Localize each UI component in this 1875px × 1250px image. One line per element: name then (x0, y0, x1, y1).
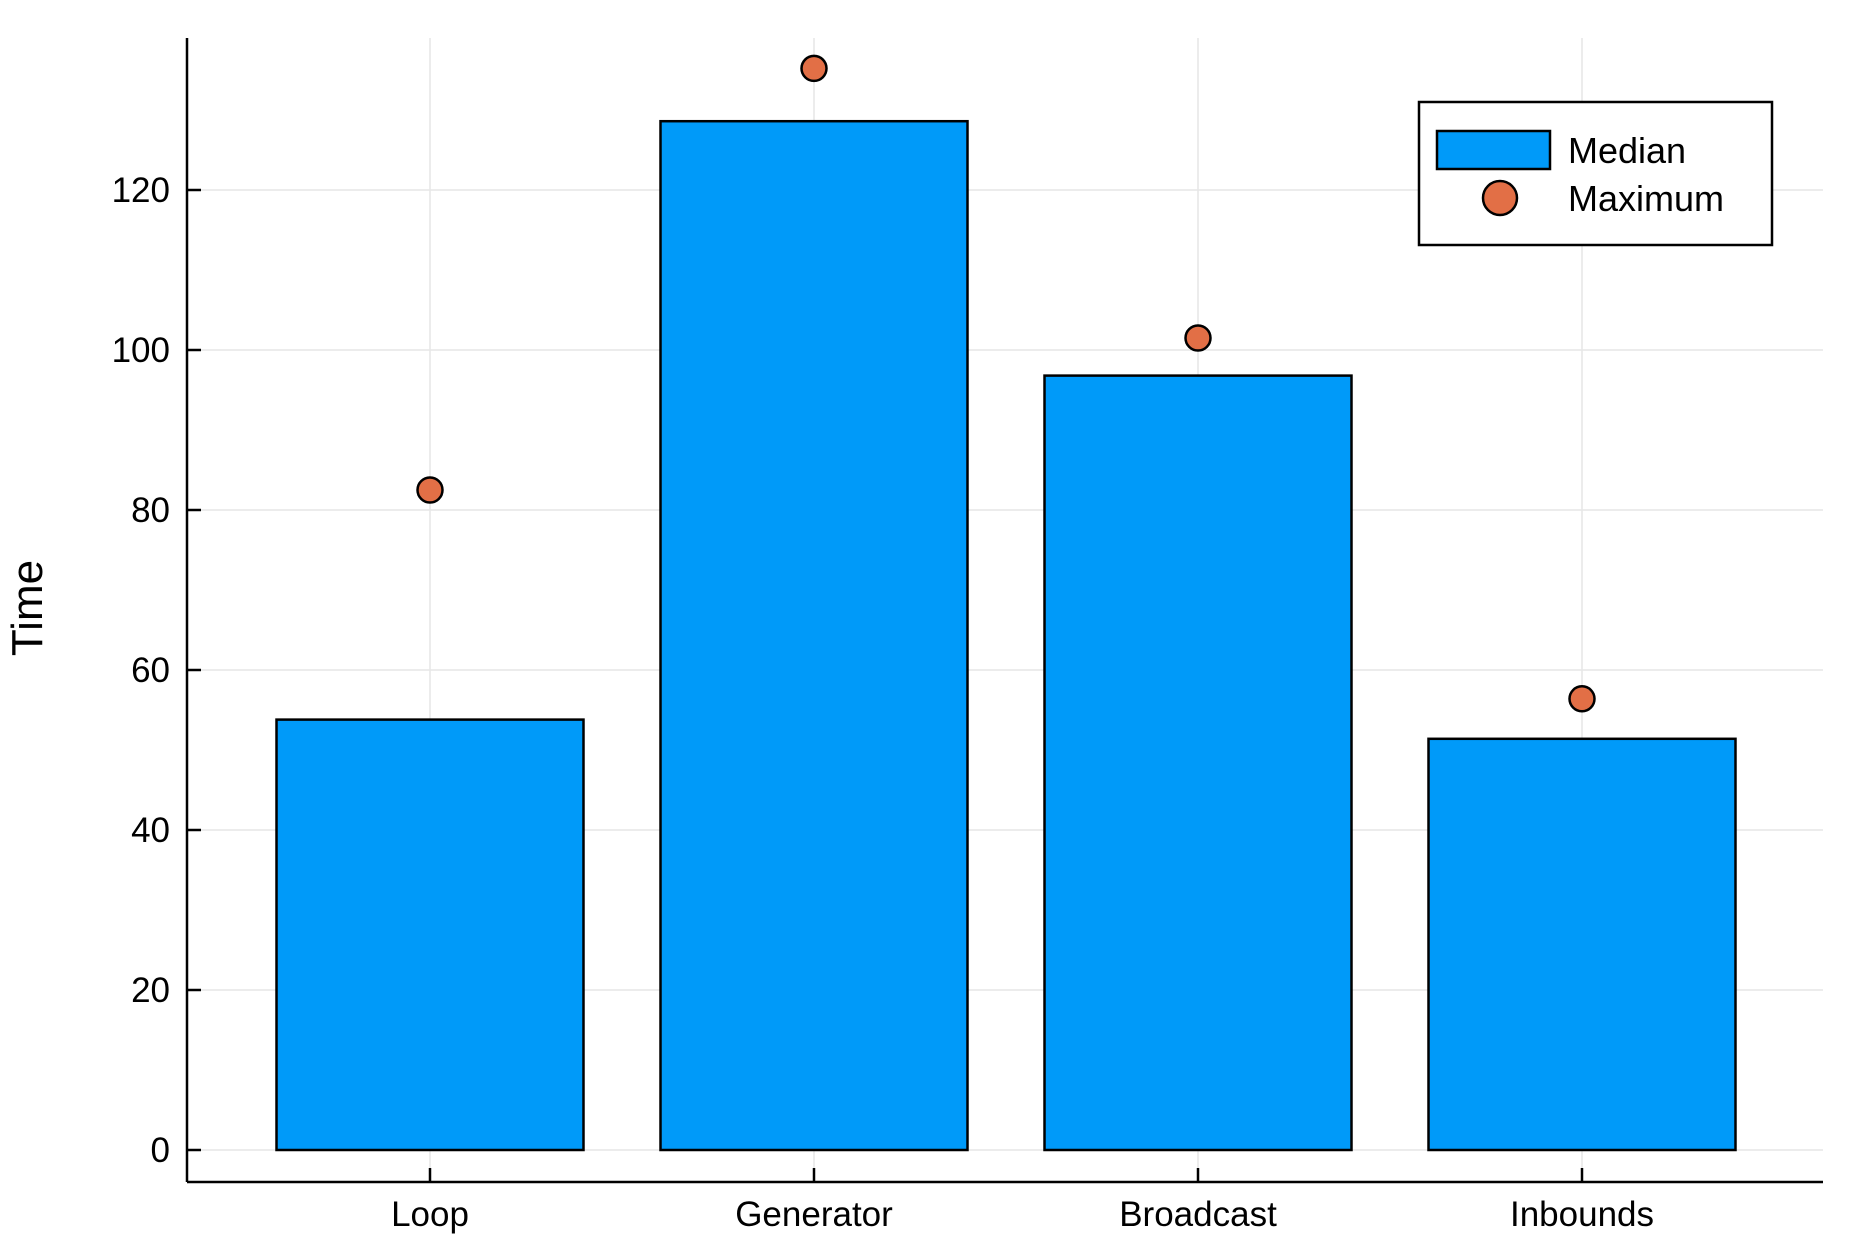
bar-loop (275, 718, 585, 1152)
y-tick-label-40: 40 (131, 811, 170, 850)
point-max-broadcast (1184, 324, 1212, 352)
legend: Median Maximum (1417, 100, 1774, 247)
x-tick-label-loop: Loop (391, 1195, 469, 1234)
y-tick-label-120: 120 (112, 171, 170, 210)
y-axis-label: Time (3, 560, 52, 656)
legend-median-label: Median (1568, 130, 1686, 171)
x-tick-labels: Loop Generator Broadcast Inbounds (391, 1168, 1654, 1234)
legend-maximum-marker (1481, 179, 1519, 217)
maximum-points (416, 54, 1596, 713)
bar-broadcast (1043, 374, 1353, 1152)
x-tick-label-generator: Generator (735, 1195, 893, 1234)
legend-box (1417, 100, 1774, 247)
legend-median-swatch (1435, 129, 1552, 171)
legend-maximum-label: Maximum (1568, 178, 1724, 219)
x-tick-label-inbounds: Inbounds (1510, 1195, 1654, 1234)
y-tick-label-20: 20 (131, 971, 170, 1010)
y-tick-label-100: 100 (112, 331, 170, 370)
point-max-inbounds (1568, 685, 1596, 713)
y-tick-label-60: 60 (131, 651, 170, 690)
point-max-loop (416, 476, 444, 504)
y-tick-labels: 0 20 40 60 80 100 120 (112, 171, 201, 1170)
axes (185, 38, 1823, 1184)
x-tick-label-broadcast: Broadcast (1119, 1195, 1277, 1234)
point-max-generator (800, 54, 828, 83)
bar-inbounds (1427, 737, 1737, 1152)
bar-generator (659, 119, 969, 1152)
median-bars (275, 119, 1737, 1152)
y-tick-label-80: 80 (131, 491, 170, 530)
y-tick-label-0: 0 (151, 1131, 170, 1170)
